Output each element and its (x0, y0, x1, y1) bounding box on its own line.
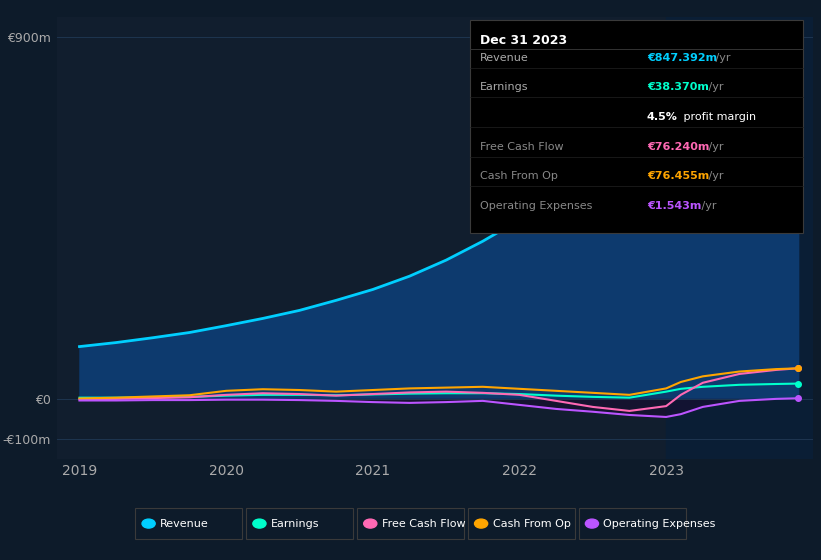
Text: Earnings: Earnings (271, 519, 319, 529)
Text: Dec 31 2023: Dec 31 2023 (480, 34, 567, 48)
Text: Operating Expenses: Operating Expenses (480, 201, 593, 211)
Text: /yr: /yr (698, 201, 716, 211)
Text: /yr: /yr (712, 53, 731, 63)
Text: profit margin: profit margin (680, 112, 756, 122)
Text: Revenue: Revenue (480, 53, 529, 63)
Text: €76.240m: €76.240m (647, 142, 709, 152)
Text: Free Cash Flow: Free Cash Flow (480, 142, 564, 152)
Text: Earnings: Earnings (480, 82, 529, 92)
Text: €76.455m: €76.455m (647, 171, 709, 181)
Text: 4.5%: 4.5% (647, 112, 678, 122)
Text: Cash From Op: Cash From Op (480, 171, 558, 181)
Text: Operating Expenses: Operating Expenses (603, 519, 716, 529)
Bar (666, 17, 821, 459)
Text: €38.370m: €38.370m (647, 82, 709, 92)
Text: /yr: /yr (704, 171, 723, 181)
Text: Cash From Op: Cash From Op (493, 519, 571, 529)
Text: Free Cash Flow: Free Cash Flow (382, 519, 466, 529)
Text: /yr: /yr (704, 142, 723, 152)
Text: Revenue: Revenue (160, 519, 209, 529)
Text: €847.392m: €847.392m (647, 53, 717, 63)
Text: /yr: /yr (704, 82, 723, 92)
Text: €1.543m: €1.543m (647, 201, 701, 211)
